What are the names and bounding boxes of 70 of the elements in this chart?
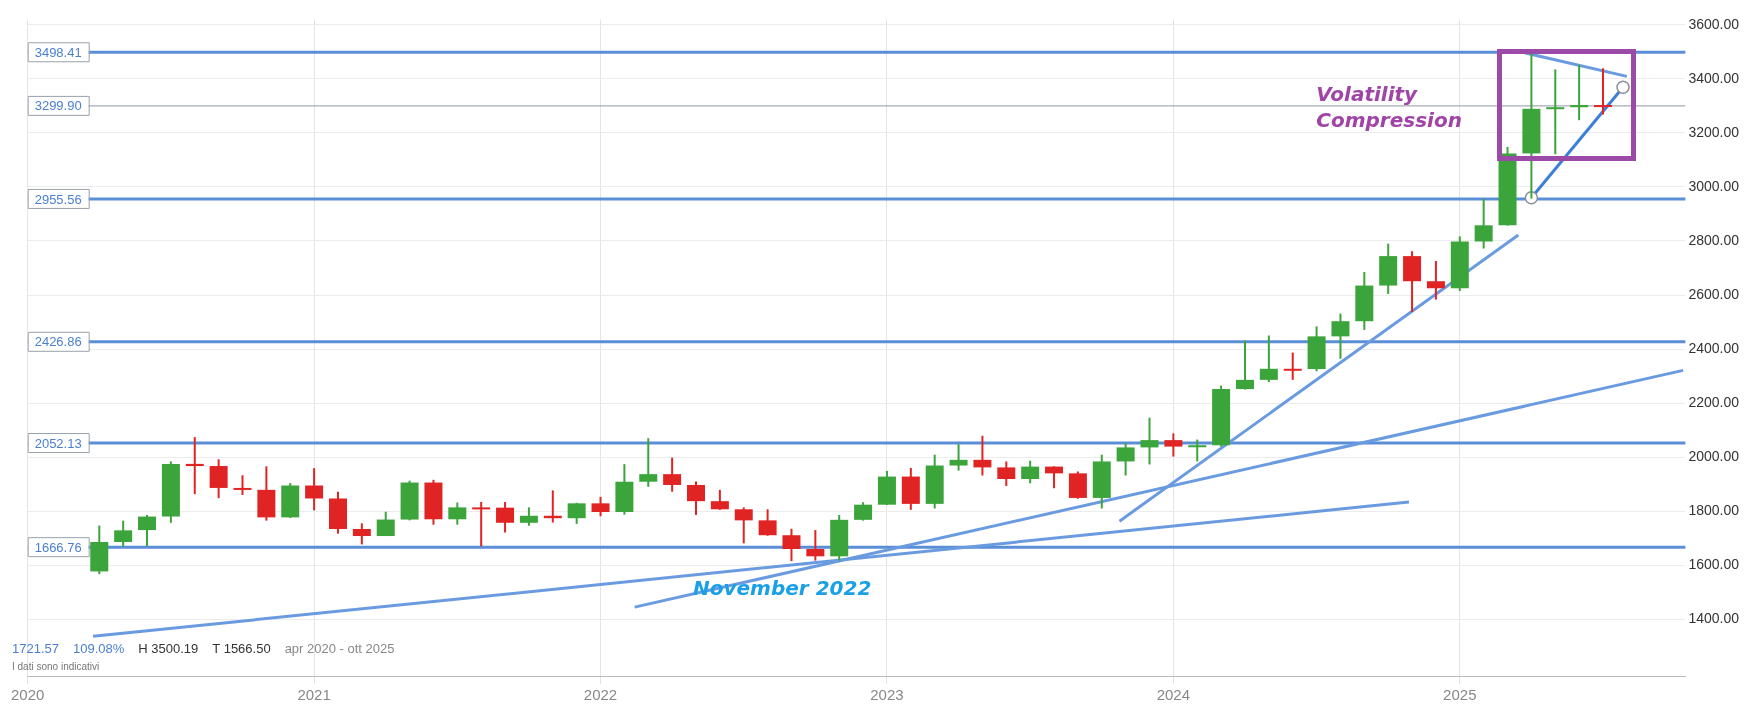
y-tick-label: 1600.00 <box>1688 556 1740 573</box>
candlestick <box>949 443 968 472</box>
candlestick <box>639 437 658 488</box>
candlestick <box>687 480 705 516</box>
x-tick-label: 2021 <box>297 686 331 704</box>
candlestick <box>209 458 228 500</box>
candlestick <box>1331 312 1350 360</box>
y-tick-label: 2400.00 <box>1688 339 1740 356</box>
annotation: 1721.57 <box>12 641 59 656</box>
x-tick-label: 2023 <box>870 686 904 704</box>
annotation: I dati sono indicativi <box>12 661 100 672</box>
x-tick-label: 2024 <box>1156 686 1191 704</box>
candlestick <box>734 506 753 545</box>
ref-line-label: 3498.41 <box>34 44 82 60</box>
y-tick-label: 2600.00 <box>1688 285 1740 302</box>
candlestick <box>1021 459 1040 485</box>
x-tick-label: 2020 <box>11 686 45 704</box>
ref-line-label: 3299.90 <box>34 98 82 114</box>
candlestick <box>1116 442 1135 477</box>
candlestick <box>519 506 538 527</box>
candlestick <box>496 500 515 534</box>
candlestick <box>1546 68 1565 156</box>
candlestick <box>663 456 682 493</box>
y-tick-label: 3000.00 <box>1688 177 1740 194</box>
y-tick-label: 2200.00 <box>1688 393 1740 410</box>
candlestick <box>305 467 324 512</box>
annotation: T 1566.50 <box>212 641 271 656</box>
candlestick <box>1164 432 1183 458</box>
y-tick-label: 3200.00 <box>1688 123 1740 140</box>
y-tick-label: 2800.00 <box>1688 231 1740 248</box>
candlestick <box>1474 197 1493 250</box>
candlestick <box>782 527 801 563</box>
y-tick-label: 2000.00 <box>1688 447 1740 464</box>
candlestick <box>1259 334 1278 384</box>
ref-line-label: 2052.13 <box>34 435 82 451</box>
candlestick <box>1235 339 1254 391</box>
candlestick <box>973 434 992 477</box>
candlestick <box>1426 259 1445 301</box>
candlestick <box>806 529 825 562</box>
y-tick-label: 1800.00 <box>1688 502 1740 519</box>
candlestick <box>1594 67 1613 116</box>
ref-line-label: 2955.56 <box>34 191 82 207</box>
y-tick-label: 1400.00 <box>1688 610 1740 627</box>
candlestick <box>185 436 204 496</box>
candlestick <box>1570 63 1589 122</box>
candlestick <box>1188 438 1207 463</box>
candlestick <box>233 474 252 496</box>
x-tick-label: 2025 <box>1443 686 1477 704</box>
annotation: apr 2020 - ott 2025 <box>284 641 395 656</box>
x-tick-label: 2022 <box>583 686 618 704</box>
candlestick <box>114 519 133 548</box>
candlestick <box>1283 351 1302 381</box>
annotation: Volatility Compression <box>1316 82 1462 133</box>
candlestick <box>138 513 157 548</box>
candlestick <box>854 501 873 522</box>
candlestick <box>710 488 729 511</box>
candlestick <box>448 501 467 526</box>
candlestick <box>472 500 491 548</box>
annotation: 109.08% <box>73 641 125 656</box>
y-tick-label: 3400.00 <box>1688 69 1740 86</box>
candlestick <box>352 522 371 546</box>
y-tick-label: 3600.00 <box>1688 15 1740 32</box>
ref-line-label: 2426.86 <box>34 334 82 350</box>
candlestick <box>376 510 395 538</box>
annotation: H 3500.19 <box>138 641 199 656</box>
ref-line-label: 1666.76 <box>34 539 82 555</box>
candlestick <box>591 495 610 518</box>
candlestick <box>1140 416 1159 466</box>
candlestick <box>997 460 1016 488</box>
candlestick <box>758 508 777 537</box>
